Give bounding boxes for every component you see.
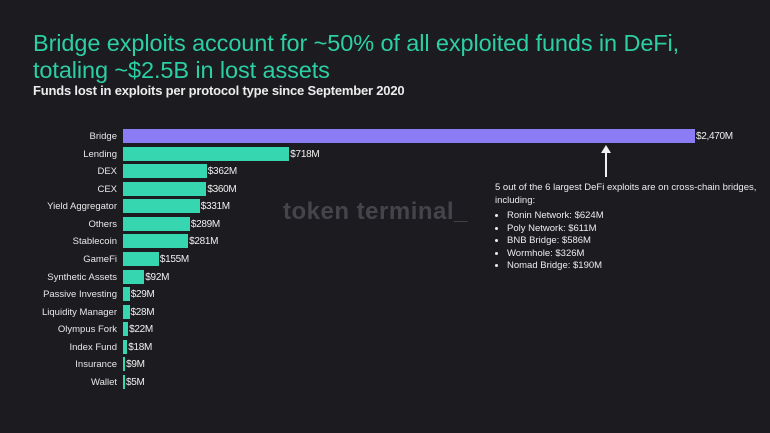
bar xyxy=(123,269,145,284)
annotation-item: Ronin Network: $624M xyxy=(507,210,765,223)
chart-title-line2: totaling ~$2.5B in lost assets xyxy=(33,57,330,83)
value-label: $9M xyxy=(126,359,145,371)
value-label: $29M xyxy=(130,289,155,301)
bar-row: Others $289M xyxy=(0,216,770,235)
bar-row: Index Fund $18M xyxy=(0,339,770,358)
annotation-arrow xyxy=(605,148,607,177)
category-label: Liquidity Manager xyxy=(42,306,117,318)
bar xyxy=(123,216,190,231)
bar-row: Bridge $2,470M xyxy=(0,129,770,147)
category-label: Insurance xyxy=(75,359,117,371)
bar xyxy=(123,322,129,337)
bar-row: Passive Investing $29M xyxy=(0,287,770,305)
bar xyxy=(123,357,126,372)
chart-title-line1: Bridge exploits account for ~50% of all … xyxy=(33,30,680,56)
bar xyxy=(123,339,128,354)
annotation-item: BNB Bridge: $586M xyxy=(507,235,765,248)
bar xyxy=(123,287,130,302)
annotation-item: Poly Network: $611M xyxy=(507,223,765,236)
bar-row: Insurance $9M xyxy=(0,357,770,375)
category-label: Stablecoin xyxy=(72,236,117,248)
category-label: DEX xyxy=(97,166,117,178)
bar-row: Yield Aggregator $331M xyxy=(0,199,770,217)
value-label: $331M xyxy=(200,201,230,213)
annotation-list: Ronin Network: $624M Poly Network: $611M… xyxy=(495,210,765,273)
bar xyxy=(123,252,159,266)
category-label: CEX xyxy=(97,183,117,195)
chart-title: Bridge exploits account for ~50% of all … xyxy=(33,30,679,84)
bar-row: Stablecoin $281M xyxy=(0,234,770,252)
value-label: $155M xyxy=(159,254,189,265)
chart-subtitle: Funds lost in exploits per protocol type… xyxy=(33,83,405,98)
watermark-logo: token terminal_ xyxy=(283,198,468,225)
bar-row: CEX $360M xyxy=(0,181,770,200)
bar xyxy=(123,375,125,389)
category-label: GameFi xyxy=(83,254,117,265)
value-label: $5M xyxy=(126,377,145,388)
bar-row: GameFi $155M xyxy=(0,252,770,270)
bar xyxy=(123,164,207,179)
annotation-box: 5 out of the 6 largest DeFi exploits are… xyxy=(495,182,765,273)
annotation-item: Nomad Bridge: $190M xyxy=(507,260,765,273)
value-label: $362M xyxy=(207,166,237,178)
category-label: Synthetic Assets xyxy=(47,271,117,283)
bar xyxy=(123,146,290,161)
bar xyxy=(123,304,130,319)
bar xyxy=(123,129,695,143)
bar-row: Synthetic Assets $92M xyxy=(0,269,770,288)
category-label: Lending xyxy=(83,148,117,160)
bar xyxy=(123,234,189,249)
value-label: $92M xyxy=(145,271,170,283)
bar xyxy=(123,181,207,196)
category-label: Yield Aggregator xyxy=(47,201,117,213)
value-label: $718M xyxy=(290,148,320,160)
category-label: Passive Investing xyxy=(43,289,117,301)
bar-row: DEX $362M xyxy=(0,164,770,182)
category-label: Bridge xyxy=(89,131,117,142)
bar xyxy=(123,199,200,214)
category-label: Others xyxy=(88,218,117,230)
value-label: $22M xyxy=(129,324,153,336)
value-label: $281M xyxy=(189,236,219,248)
value-label: $289M xyxy=(190,218,220,230)
category-label: Index Fund xyxy=(69,341,117,353)
bar-row: Liquidity Manager $28M xyxy=(0,304,770,323)
value-label: $2,470M xyxy=(696,131,733,142)
bar-row: Wallet $5M xyxy=(0,375,770,393)
category-label: Olympus Fork xyxy=(57,324,117,336)
bar-row: Lending $718M xyxy=(0,146,770,165)
bar-row: Olympus Fork $22M xyxy=(0,322,770,340)
annotation-item: Wormhole: $326M xyxy=(507,248,765,261)
value-label: $360M xyxy=(207,183,237,195)
value-label: $18M xyxy=(128,341,153,353)
value-label: $28M xyxy=(130,306,155,318)
category-label: Wallet xyxy=(90,377,117,388)
annotation-text: 5 out of the 6 largest DeFi exploits are… xyxy=(495,182,757,206)
